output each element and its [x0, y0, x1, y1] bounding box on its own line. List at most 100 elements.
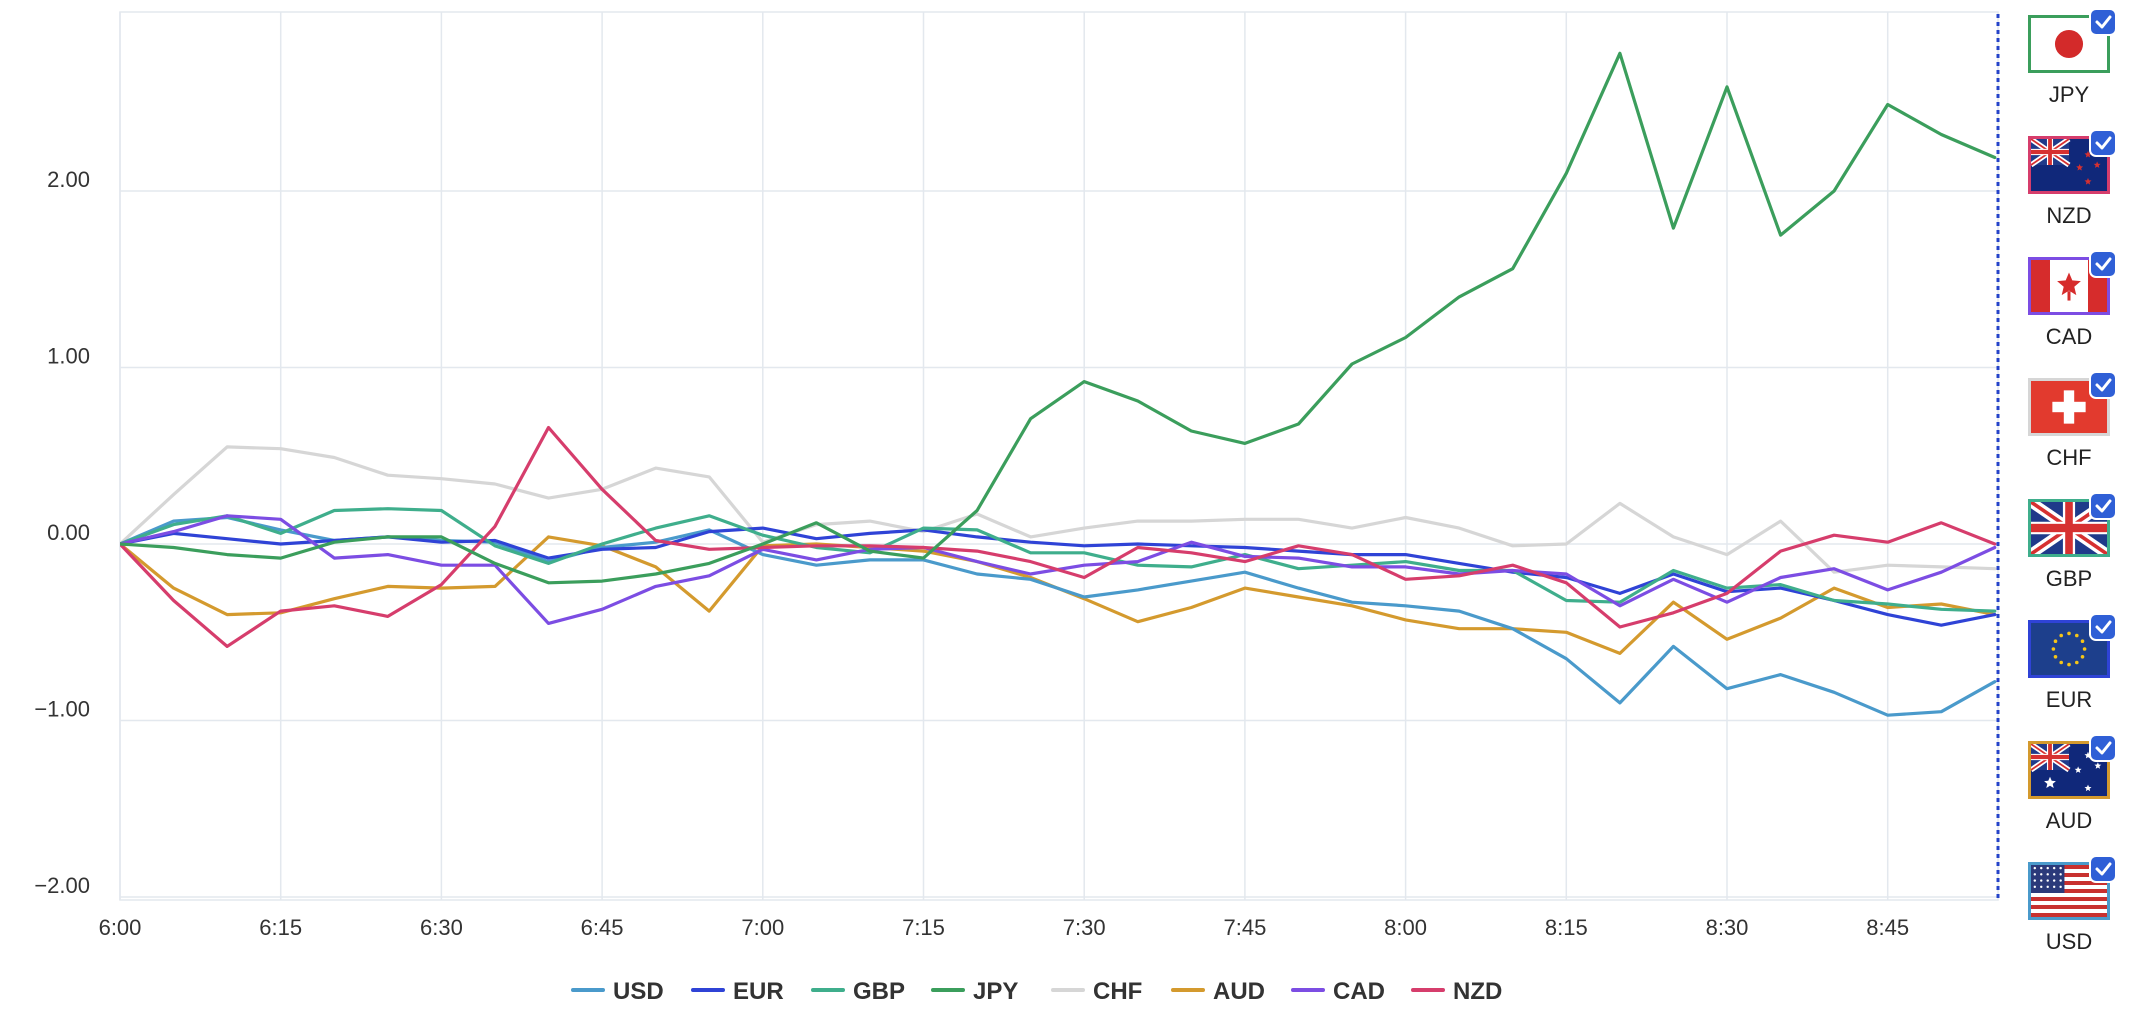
checkbox-badge [2089, 492, 2117, 520]
currency-flag-panel: JPY NZD CAD CHF GBP EUR AUD USD [2028, 8, 2117, 954]
flag-star [2044, 776, 2056, 788]
flag-border [2028, 620, 2110, 678]
flag-border [2028, 136, 2110, 194]
flag-stripe [2031, 913, 2107, 917]
x-tick-label: 6:00 [99, 915, 142, 940]
flag-star [2067, 662, 2071, 667]
flag-label: NZD [2046, 203, 2091, 228]
y-tick-label: −2.00 [34, 873, 90, 898]
legend-label: CHF [1093, 978, 1142, 1005]
legend-item-chf[interactable]: CHF [1051, 978, 1142, 1005]
flag-star [2052, 879, 2056, 882]
usa-flag-icon [2031, 865, 2107, 917]
legend-label: AUD [1213, 978, 1265, 1005]
flag-star [2094, 762, 2102, 769]
flag-toggle-gbp[interactable]: GBP [2028, 492, 2117, 591]
legend-label: USD [613, 978, 664, 1005]
y-axis-ticks: 2.00 1.00 0.00 −1.00 −2.00 [34, 167, 90, 898]
flag-stripe [2031, 905, 2107, 909]
flag-star [2052, 873, 2056, 876]
flag-label: JPY [2049, 82, 2090, 107]
checkbox-badge [2089, 250, 2117, 278]
flag-star [2046, 879, 2049, 882]
flag-toggle-chf[interactable]: CHF [2028, 371, 2117, 470]
flag-star [2093, 161, 2101, 168]
flag-star [2053, 639, 2058, 643]
flag-star [2080, 655, 2085, 659]
flag-toggle-aud[interactable]: AUD [2028, 734, 2117, 833]
checkmark-icon [2089, 250, 2117, 278]
legend-item-usd[interactable]: USD [571, 978, 664, 1005]
flag-star [2082, 647, 2087, 651]
flag-toggle-jpy[interactable]: JPY [2028, 8, 2117, 107]
legend-item-eur[interactable]: EUR [691, 978, 784, 1005]
plot-frame [119, 11, 1999, 901]
legend-item-cad[interactable]: CAD [1291, 978, 1385, 1005]
flag-star [2033, 866, 2037, 870]
flag-star [2052, 866, 2056, 870]
flag-border [2028, 741, 2110, 799]
flag-toggle-usd[interactable]: USD [2028, 855, 2117, 954]
flag-canton [2031, 865, 2065, 893]
flag-star [2057, 272, 2081, 296]
flag-border [2028, 499, 2110, 557]
checkbox-badge [2089, 855, 2117, 883]
flag-stem [2067, 291, 2071, 301]
flag-disc [2054, 29, 2084, 59]
x-tick-label: 7:00 [741, 915, 784, 940]
flag-star [2033, 879, 2037, 882]
flag-star [2084, 784, 2092, 792]
flag-label: CAD [2046, 324, 2092, 349]
checkmark [2095, 741, 2112, 755]
flag-star [2046, 873, 2049, 876]
flag-canton [2029, 741, 2071, 773]
legend-item-aud[interactable]: AUD [1171, 978, 1265, 1005]
flag-star [2074, 766, 2082, 773]
series-line-jpy [120, 51, 1997, 585]
flag-star [2052, 885, 2056, 889]
checkmark [2095, 257, 2112, 271]
checkmark [2095, 862, 2112, 876]
flag-cross-red [2031, 523, 2107, 533]
checkmark [2095, 136, 2112, 150]
x-tick-label: 6:45 [581, 915, 624, 940]
flag-stripe [2031, 873, 2107, 877]
flag-toggle-cad[interactable]: CAD [2028, 250, 2117, 349]
x-tick-label: 8:00 [1384, 915, 1427, 940]
flag-star [2084, 178, 2092, 185]
chart-legend: USD EUR GBP JPY CHF AUD CAD NZD [571, 978, 1502, 1005]
flag-star [2040, 866, 2043, 870]
flag-border [2028, 257, 2110, 315]
flag-border [2028, 862, 2110, 920]
legend-item-nzd[interactable]: NZD [1411, 978, 1502, 1005]
flag-canton [2029, 136, 2071, 168]
legend-item-jpy[interactable]: JPY [931, 978, 1018, 1005]
flag-star [2059, 633, 2063, 638]
x-tick-label: 7:45 [1223, 915, 1266, 940]
y-tick-label: 0.00 [47, 520, 90, 545]
flag-toggle-eur[interactable]: EUR [2028, 613, 2117, 712]
flag-star [2033, 885, 2037, 889]
flag-border [2028, 378, 2110, 436]
checkmark-icon [2089, 8, 2117, 36]
y-tick-label: 1.00 [47, 344, 90, 369]
legend-label: EUR [733, 978, 784, 1005]
flag-stripe [2031, 881, 2107, 885]
legend-item-gbp[interactable]: GBP [811, 978, 905, 1005]
flag-border [2028, 15, 2110, 73]
flag-band [2031, 260, 2050, 312]
checkbox-badge [2089, 8, 2117, 36]
flag-label: EUR [2046, 687, 2092, 712]
plot-grid [119, 11, 1999, 901]
flag-cross [2052, 401, 2086, 413]
y-tick-label: 2.00 [47, 167, 90, 192]
checkmark-icon [2089, 855, 2117, 883]
x-tick-label: 6:30 [420, 915, 463, 940]
flag-toggle-nzd[interactable]: NZD [2028, 129, 2117, 228]
legend-label: NZD [1453, 978, 1502, 1005]
x-tick-label: 8:15 [1545, 915, 1588, 940]
flag-star [2059, 885, 2062, 889]
flag-stripe [2031, 897, 2107, 901]
series-line-chf [120, 445, 1997, 574]
checkbox-badge [2089, 613, 2117, 641]
